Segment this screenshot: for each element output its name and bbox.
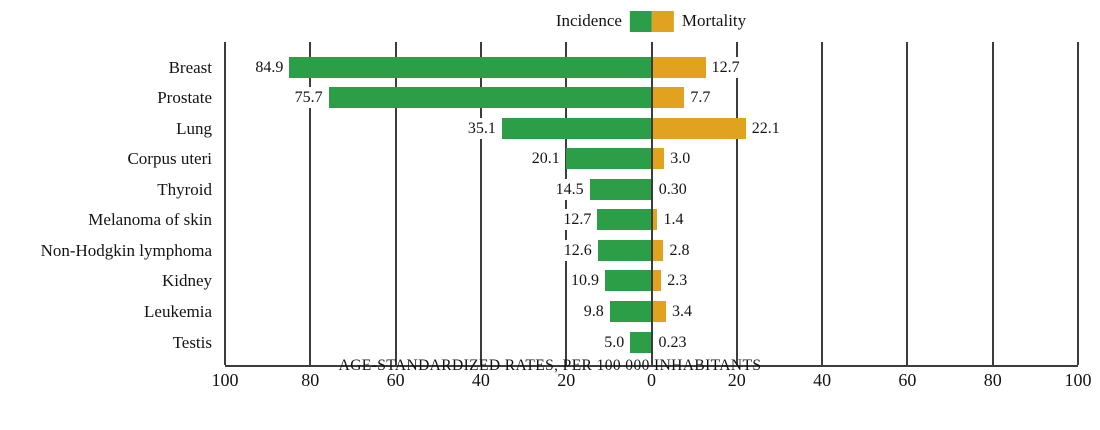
mortality-value-label: 1.4 [660,209,687,231]
x-tick-label: 100 [1064,370,1092,390]
incidence-value-label: 12.6 [560,239,595,261]
chart-row: 84.9 12.7 [225,56,1078,78]
mortality-value-label: 3.4 [669,300,695,322]
mortality-bar [651,148,665,170]
chart-row: 75.7 7.7 [225,87,1078,109]
gridline [479,42,482,365]
chart-row: 12.6 2.8 [225,239,1078,261]
gridline [394,42,397,365]
incidence-bar [597,239,652,261]
incidence-value-label: 75.7 [291,87,326,109]
gridline [224,42,226,365]
incidence-bar [589,178,652,200]
category-label: Leukemia [144,301,212,321]
incidence-value-label: 35.1 [464,117,499,139]
chart-row: 12.7 1.4 [225,209,1078,231]
chart-row: 35.1 22.1 [225,117,1078,139]
plot-area: 100 80 60 40 20 0 20 40 60 80 100 84.9 12.7 75.7 7.7 35… [212,42,1092,390]
incidence-bar [501,117,652,139]
mortality-value-label: 3.0 [667,148,694,170]
chart-row: 5.0 0.23 [225,331,1078,353]
incidence-value-label: 10.9 [568,270,603,292]
x-tick-label: 60 [386,370,405,390]
incidence-bar [609,300,652,322]
chart-row: 14.5 0.30 [225,178,1078,200]
category-labels: Breast Prostate Lung Corpus uteri Thyroid Mel… [0,42,212,365]
mortality-bar [651,270,662,292]
chart-row: 9.8 3.4 [225,300,1078,322]
x-axis-title: AGE-STANDARDIZED RATES, PER 100 000 INHA… [338,357,762,374]
mortality-bar [651,56,706,78]
x-tick-label: 80 [301,370,320,390]
legend: Incidence Mortality [548,9,754,33]
x-tick-label: 0 [647,370,656,390]
mortality-value-label: 22.1 [748,117,783,139]
category-label: Prostate [157,88,212,108]
gridline [991,42,994,365]
category-label: Lung [176,118,212,138]
mortality-bar [651,239,664,261]
x-tick-label: 60 [898,370,917,390]
category-label: Testis [172,332,212,352]
incidence-swatch [629,10,652,32]
incidence-bar [289,56,652,78]
mortality-swatch [651,10,674,32]
x-tick-label: 100 [211,370,239,390]
category-label: Breast [168,57,212,77]
category-label: Corpus uteri [127,149,212,169]
x-tick-label: 40 [813,370,832,390]
x-tick-label: 20 [727,370,746,390]
gridline [735,42,738,365]
x-tick-label: 80 [983,370,1002,390]
chart-row: 20.1 3.0 [225,148,1078,170]
legend-incidence-label: Incidence [555,11,622,30]
mortality-bar [651,87,685,109]
mortality-bar [651,117,746,139]
chart-row: 10.9 2.3 [225,270,1078,292]
gridline [821,42,824,365]
gridline [565,42,568,365]
mortality-value-label: 0.30 [655,178,690,200]
zero-axis-line [650,42,653,365]
category-label: Thyroid [157,179,212,199]
category-label: Kidney [161,271,212,291]
incidence-value-label: 9.8 [580,300,607,322]
incidence-value-label: 84.9 [252,56,287,78]
gridline [1077,42,1079,365]
incidence-value-label: 5.0 [601,331,628,353]
mortality-value-label: 12.7 [708,56,743,78]
incidence-bar [328,87,652,109]
category-label: Melanoma of skin [88,210,212,230]
incidence-value-label: 20.1 [528,148,563,170]
incidence-value-label: 12.7 [560,209,595,231]
x-tick-label: 20 [557,370,576,390]
gridline [906,42,909,365]
mortality-bar [651,300,666,322]
mortality-bar [651,209,658,231]
incidence-value-label: 14.5 [552,178,587,200]
x-tick-label: 40 [471,370,490,390]
gridline [309,42,312,365]
legend-mortality-label: Mortality [681,11,747,30]
category-label: Non-Hodgkin lymphoma [40,240,212,260]
mortality-value-label: 7.7 [687,87,714,109]
mortality-value-label: 2.3 [664,270,691,292]
incidence-bar [597,209,652,231]
incidence-bar [605,270,652,292]
mortality-value-label: 2.8 [666,239,693,261]
mortality-value-label: 0.23 [655,331,690,353]
incidence-bar [565,148,652,170]
incidence-bar [630,331,652,353]
